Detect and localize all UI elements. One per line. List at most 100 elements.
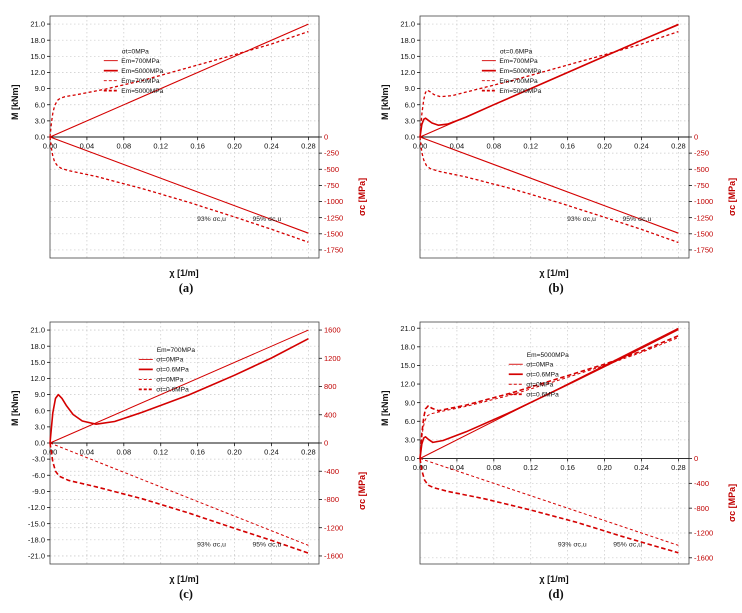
subplot-d: 0.0 3.0 6.0 9.0 12.0 15.0 18.0 21.0 0 -400 -800 -12… — [375, 313, 737, 586]
left-tick-label: 3.0 — [404, 435, 414, 444]
plot-area-b: 0.0 3.0 6.0 9.0 12.0 15.0 18.0 21.0 0 -250 -500 -75… — [376, 8, 737, 280]
chart-svg-a: 0.0 3.0 6.0 9.0 12.0 15.0 18.0 21.0 0 -250 -500 -75… — [30, 15, 343, 259]
series-b-4 — [418, 136, 679, 244]
right-tick-label: -1000 — [694, 197, 713, 206]
annotation: 95% σc,u — [252, 541, 281, 548]
legend-label: Em=700MPa — [121, 78, 160, 85]
legend-label: Em=700MPa — [499, 78, 538, 85]
caption-a: (a) — [178, 281, 194, 295]
x-tick-label: 0.16 — [560, 463, 575, 472]
x-tick-label: 0.12 — [153, 142, 168, 151]
right-tick-label: -1750 — [694, 246, 713, 255]
x-tick-label: 0.20 — [227, 447, 242, 456]
right-tick-label: -1750 — [324, 246, 343, 255]
annotation: 93% σc,u — [197, 216, 226, 223]
legend-label: σt=0.6MPa — [526, 371, 559, 378]
left-tick-label: 9.0 — [404, 84, 414, 93]
right-tick-label: -1000 — [324, 197, 343, 206]
legend-label: Em=5000MPa — [499, 68, 541, 75]
right-tick-label: -400 — [694, 478, 709, 487]
annotation: 93% σc,u — [567, 216, 596, 223]
legend-label: σt=0MPa — [526, 361, 553, 368]
x-tick-label: 0.20 — [227, 142, 242, 151]
series-d-5 — [418, 457, 679, 554]
series-b-2 — [418, 30, 679, 138]
x-axis-title-a: χ [1/m] — [169, 268, 199, 278]
right-tick-label: 0 — [324, 438, 328, 447]
cell-c: 21.0 18.0 15.0 12.0 9.0 6.0 3.0 0.0 -3.0 -6.0 -9.0… — [5, 313, 367, 610]
right-tick-label: -1500 — [694, 229, 713, 238]
series-b-1 — [418, 23, 679, 138]
left-tick-label: 18.0 — [400, 342, 415, 351]
x-tick-label: 0.28 — [671, 142, 686, 151]
right-tick-label: 0 — [694, 454, 698, 463]
x-tick-label: 0.24 — [634, 142, 649, 151]
left-tick-label: -6.0 — [32, 470, 45, 479]
x-tick-label: 0.12 — [523, 142, 538, 151]
right-tick-label: -750 — [694, 181, 709, 190]
left-tick-label: -12.0 — [27, 503, 44, 512]
left-tick-label: 0.0 — [34, 438, 44, 447]
annotation: 93% σc,u — [197, 541, 226, 548]
right-axis-title-c: σc [MPa] — [356, 471, 367, 510]
series-c-1 — [48, 337, 309, 443]
legend-label: σt=0MPa — [526, 381, 553, 388]
left-axis-title-d: M [kNm] — [379, 390, 390, 426]
caption-c: (c) — [179, 586, 193, 601]
series-a-0 — [49, 23, 309, 138]
left-tick-label: 3.0 — [34, 116, 44, 125]
plot-area-d: 0.0 3.0 6.0 9.0 12.0 15.0 18.0 21.0 0 -400 -800 -12… — [376, 314, 737, 586]
x-tick-label: 0.04 — [449, 142, 464, 151]
series-c-3 — [48, 442, 309, 554]
x-tick-label: 0.24 — [264, 447, 279, 456]
left-tick-label: 6.0 — [34, 100, 44, 109]
annotation: 95% σc,u — [252, 216, 281, 223]
legend-title: Em=5000MPa — [526, 352, 568, 359]
left-axis-title-b: M [kNm] — [379, 84, 390, 121]
plot-area-c: 21.0 18.0 15.0 12.0 9.0 6.0 3.0 0.0 -3.0 -6.0 -9.0… — [6, 314, 367, 586]
left-tick-label: -15.0 — [27, 519, 44, 528]
right-tick-label: 0 — [324, 133, 328, 142]
x-tick-label: 0.04 — [79, 447, 94, 456]
right-tick-label: 400 — [324, 410, 337, 419]
x-tick-label: 0.28 — [671, 463, 686, 472]
x-tick-label: 0.00 — [412, 142, 427, 151]
left-tick-label: 15.0 — [30, 52, 45, 61]
left-tick-label: 18.0 — [30, 341, 45, 350]
left-tick-label: 12.0 — [30, 374, 45, 383]
x-tick-label: 0.04 — [449, 463, 464, 472]
left-tick-label: 21.0 — [400, 323, 415, 332]
left-tick-label: 9.0 — [404, 398, 414, 407]
right-axis-title-b: σc [MPa] — [726, 177, 737, 216]
legend-label: σt=0.6MPa — [156, 386, 189, 393]
left-tick-label: 6.0 — [404, 100, 414, 109]
x-tick-label: 0.16 — [190, 447, 205, 456]
right-tick-label: -1200 — [694, 528, 713, 537]
legend-label: Em=700MPa — [121, 58, 160, 65]
left-tick-label: 18.0 — [400, 36, 415, 45]
x-axis-title-b: χ [1/m] — [539, 268, 569, 278]
left-tick-label: 0.0 — [404, 454, 414, 463]
series-d-3 — [418, 334, 679, 459]
right-tick-label: -1500 — [324, 229, 343, 238]
x-tick-label: 0.24 — [634, 463, 649, 472]
x-tick-label: 0.08 — [486, 142, 501, 151]
subplot-a: 0.0 3.0 6.0 9.0 12.0 15.0 18.0 21.0 0 -250 -500 -75… — [5, 8, 367, 280]
x-tick-label: 0.16 — [560, 142, 575, 151]
plot-border — [419, 321, 689, 564]
x-tick-label: 0.20 — [597, 463, 612, 472]
left-tick-label: 9.0 — [34, 84, 44, 93]
chart-svg-b: 0.0 3.0 6.0 9.0 12.0 15.0 18.0 21.0 0 -250 -500 -75… — [400, 15, 713, 259]
left-tick-label: 15.0 — [400, 52, 415, 61]
annotation: 93% σc,u — [557, 541, 586, 548]
legend-title: σt=0.6MPa — [499, 48, 532, 55]
right-tick-label: 1200 — [324, 353, 341, 362]
series-a-2 — [49, 136, 309, 234]
right-tick-label: -250 — [694, 149, 709, 158]
left-tick-label: 21.0 — [400, 20, 415, 29]
legend-label: Em=5000MPa — [121, 68, 163, 75]
caption-d: (d) — [548, 586, 564, 601]
right-tick-label: -800 — [694, 503, 709, 512]
right-tick-label: -750 — [324, 181, 339, 190]
right-tick-label: 1600 — [324, 325, 341, 334]
